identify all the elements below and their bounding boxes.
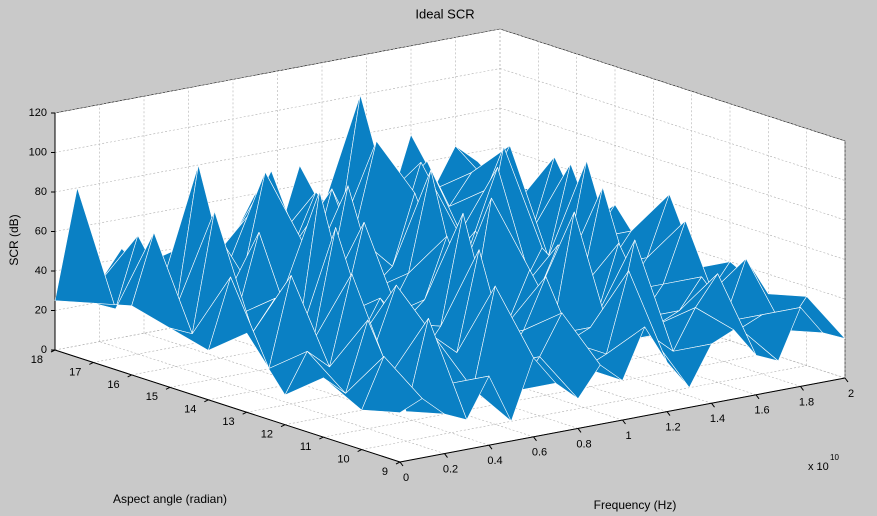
z-tick-label: 20 [35, 304, 47, 316]
x-tick-label: 0.8 [576, 438, 591, 450]
x-tick-label: 0.6 [532, 447, 547, 459]
y-axis [54, 349, 401, 463]
z-tick-label: 100 [29, 146, 47, 158]
z-axis-label: SCR (dB) [7, 214, 21, 265]
x-tick [666, 411, 671, 416]
x-tick [711, 402, 715, 408]
x-tick [755, 394, 760, 400]
chart-title: Ideal SCR [415, 6, 474, 21]
y-tick [127, 374, 132, 378]
y-axis-label: Aspect angle (radian) [113, 492, 227, 506]
y-tick-label: 17 [69, 366, 81, 378]
z-tick-label: 80 [35, 186, 47, 198]
grid-line [361, 365, 807, 450]
y-tick-label: 9 [382, 466, 388, 478]
x-tick [844, 377, 849, 383]
x-tick-label: 0.4 [487, 455, 502, 467]
grid-line [499, 68, 846, 181]
y-tick-label: 11 [300, 441, 311, 453]
x-tick [488, 444, 493, 450]
y-tick [50, 349, 56, 353]
grid-line [54, 107, 501, 193]
grid-line [99, 341, 445, 454]
x-tick-label: 1.4 [710, 413, 725, 425]
x-tick-label: 1.6 [754, 405, 769, 417]
y-tick-label: 16 [107, 379, 119, 391]
grid-line [54, 147, 501, 232]
grid-line [284, 340, 731, 425]
z-tick-label: 120 [29, 107, 47, 119]
grid-line [499, 28, 846, 142]
x-axis [399, 377, 846, 463]
y-tick-label: 18 [31, 354, 43, 366]
x-tick [399, 461, 404, 467]
y-tick-label: 15 [146, 391, 158, 403]
y-tick [319, 436, 324, 440]
y-tick [242, 411, 247, 415]
y-tick [89, 361, 94, 365]
y-tick-label: 13 [222, 416, 234, 428]
z-tick-label: 60 [35, 225, 47, 237]
x-tick [577, 428, 582, 433]
x-multiplier-exponent: 10 [830, 453, 839, 462]
plot-area: 0 20 40 60 80 100 120 0 0.2 0.4 0.6 0.8 1 1.2 1.4 1.6 1.… [29, 28, 854, 484]
x-axis-label: Frequency (Hz) [594, 498, 677, 512]
x-multiplier: x 10 [808, 461, 829, 473]
x-tick [800, 386, 804, 391]
y-tick-label: 14 [184, 404, 196, 416]
y-tick [357, 449, 362, 453]
x-tick-label: 0 [403, 472, 409, 484]
y-tick-label: 12 [261, 429, 273, 441]
x-tick [622, 419, 626, 425]
x-tick [533, 436, 537, 442]
x-tick-label: 1.2 [665, 422, 680, 434]
grid-line [54, 28, 501, 114]
surface-facet [361, 356, 423, 413]
grid-line [143, 332, 490, 446]
y-tick [395, 461, 401, 465]
grid-line [499, 107, 846, 221]
x-tick-label: 1 [625, 430, 631, 442]
x-tick-label: 1.8 [799, 396, 814, 408]
x-tick [444, 453, 448, 458]
grid-line [54, 68, 501, 153]
x-tick-label: 0.2 [443, 464, 458, 476]
y-tick [280, 424, 286, 428]
z-tick-label: 40 [35, 265, 47, 277]
z-tick-label: 0 [41, 344, 47, 356]
y-tick [165, 386, 171, 390]
y-tick-label: 10 [337, 453, 349, 465]
x-tick-label: 2 [848, 388, 854, 400]
y-tick [204, 399, 209, 403]
